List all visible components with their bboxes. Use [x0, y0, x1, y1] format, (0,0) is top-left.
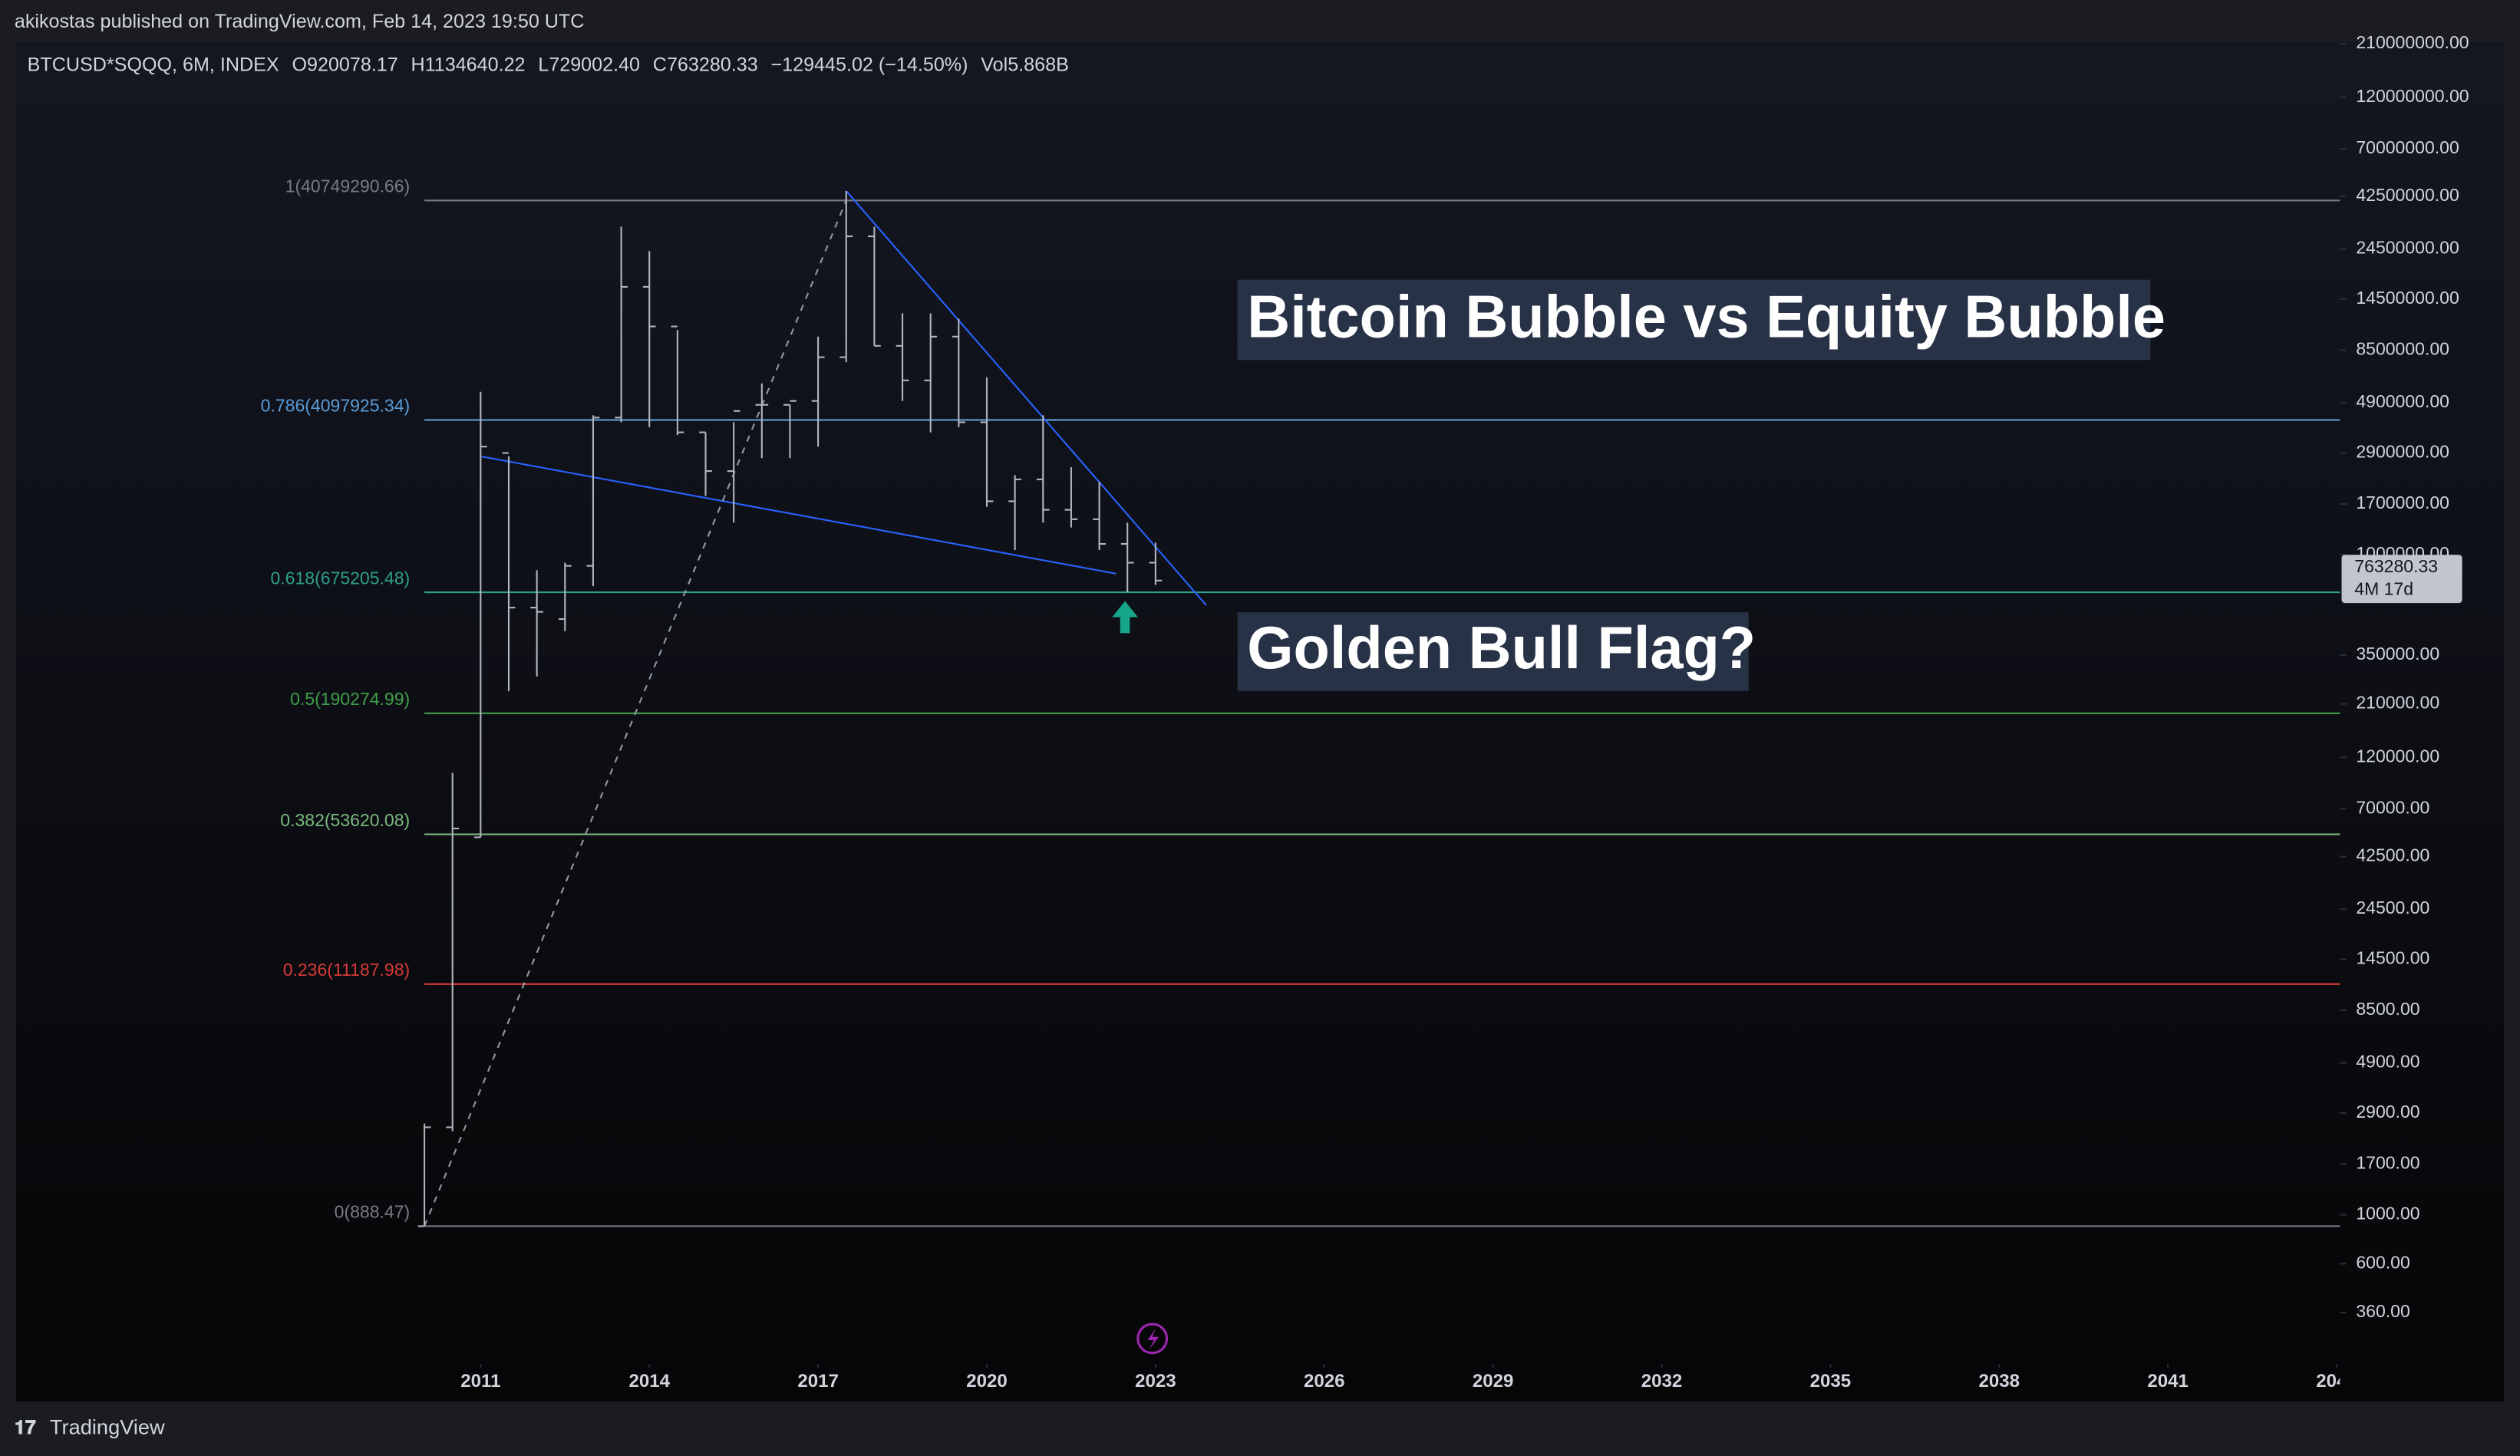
y-tick-label: 120000000.00: [2356, 86, 2469, 106]
price-tag-label: 763280.33: [2354, 556, 2438, 576]
arrow-icon: [1112, 601, 1138, 634]
plot: 1(40749290.66) 0.786(4097925.34) 0.618(675…: [261, 176, 2340, 1227]
y-tick-label: 360.00: [2356, 1301, 2410, 1321]
y-tick-label: 8500000.00: [2356, 339, 2449, 359]
x-tick-label: 2044: [2316, 1371, 2357, 1392]
annotation: Bitcoin Bubble vs Equity Bubble: [1247, 285, 2165, 351]
fib-label: 0.5(190274.99): [290, 689, 410, 709]
brand[interactable]: TradingView: [50, 1415, 165, 1438]
x-tick-label: 2038: [1978, 1371, 2020, 1392]
footer: [0, 1401, 2520, 1456]
x-tick-label: 2017: [797, 1371, 839, 1392]
y-tick-label: 14500.00: [2356, 948, 2429, 968]
x-tick-label: 2011: [460, 1371, 500, 1392]
y-tick-label: 2900.00: [2356, 1102, 2419, 1122]
x-tick-label: 2029: [1473, 1371, 1514, 1392]
trendline: [480, 455, 1117, 575]
y-tick-label: 42500000.00: [2356, 185, 2459, 205]
x-tick-label: 2020: [966, 1371, 1008, 1392]
y-tick-label: 2900000.00: [2356, 442, 2449, 462]
annotation-box: [1237, 279, 2151, 361]
y-tick-label: 350000.00: [2356, 644, 2439, 664]
countdown: 4M 17d: [2354, 578, 2413, 598]
symbol: BTCUSD*SQQQ, 6M, INDEX: [28, 54, 279, 76]
x-tick-label: 2026: [1304, 1371, 1345, 1392]
chart-panel: [15, 41, 2505, 1402]
y-tick-label: 14500000.00: [2356, 288, 2459, 308]
axes: 210000000.00 120000000.00 70000000.00 42500…: [460, 32, 2469, 1392]
trendline: [424, 199, 847, 1227]
fib-label: 0(888.47): [335, 1202, 411, 1222]
fib-label: 0.236(11187.98): [283, 960, 411, 980]
y-tick-label: 120000.00: [2356, 746, 2439, 766]
legend-value: L729002.40: [538, 54, 640, 76]
legend-value: Vol5.868B: [981, 54, 1069, 76]
x-tick-label: 2035: [1810, 1371, 1852, 1392]
y-tick-label: 4900000.00: [2356, 391, 2449, 411]
fib-label: 0.618(675205.48): [270, 568, 410, 588]
y-tick-label: 600.00: [2356, 1252, 2410, 1272]
price-tag: [2341, 555, 2462, 604]
fib-label: 1(40749290.66): [285, 176, 411, 196]
x-tick-label: 2023: [1135, 1371, 1176, 1392]
lightning-glyph: [1147, 1329, 1159, 1350]
x-tick-label: 2041: [2147, 1371, 2189, 1392]
fib-label: 0.786(4097925.34): [261, 396, 411, 416]
y-tick-label: 4900.00: [2356, 1052, 2419, 1072]
x-tick-label: 2032: [1641, 1371, 1683, 1392]
y-tick-label: 24500000.00: [2356, 238, 2459, 258]
published-line: akikostas published on TradingView.com, …: [15, 11, 585, 32]
y-tick-label: 1700000.00: [2356, 492, 2449, 512]
y-tick-label: 70000000.00: [2356, 137, 2459, 157]
legend-value: H1134640.22: [411, 54, 526, 76]
annotation-box: [1237, 612, 1749, 691]
y-tick-label: 42500.00: [2356, 845, 2429, 865]
y-tick-label: 1000.00: [2356, 1204, 2419, 1224]
y-tick-label: 210000000.00: [2356, 32, 2469, 52]
legend-value: O920078.17: [292, 54, 397, 76]
legend-value: C763280.33: [653, 54, 758, 76]
fib-label: 0.382(53620.08): [280, 810, 410, 830]
annotation: Golden Bull Flag?: [1247, 615, 1756, 681]
symbol-legend: BTCUSD*SQQQ, 6M, INDEX O920078.17 H113464…: [28, 54, 1069, 76]
lightning-icon[interactable]: [1136, 1323, 1169, 1355]
y-tick-label: 1700.00: [2356, 1153, 2419, 1173]
legend-value: −129445.02 (−14.50%): [770, 54, 968, 76]
y-tick-label: 210000.00: [2356, 693, 2439, 713]
x-tick-label: 2014: [628, 1371, 670, 1392]
y-tick-label: 70000.00: [2356, 797, 2429, 817]
brand-logo: 𝟏𝟕: [15, 1417, 36, 1438]
x-axis: 2011 2014 2017 2020 2023 2026 2029 2032 2035 2038…: [460, 1364, 2357, 1392]
trendline: [845, 190, 1207, 606]
y-tick-label: 24500.00: [2356, 898, 2429, 917]
y-tick-label: 8500.00: [2356, 999, 2419, 1019]
